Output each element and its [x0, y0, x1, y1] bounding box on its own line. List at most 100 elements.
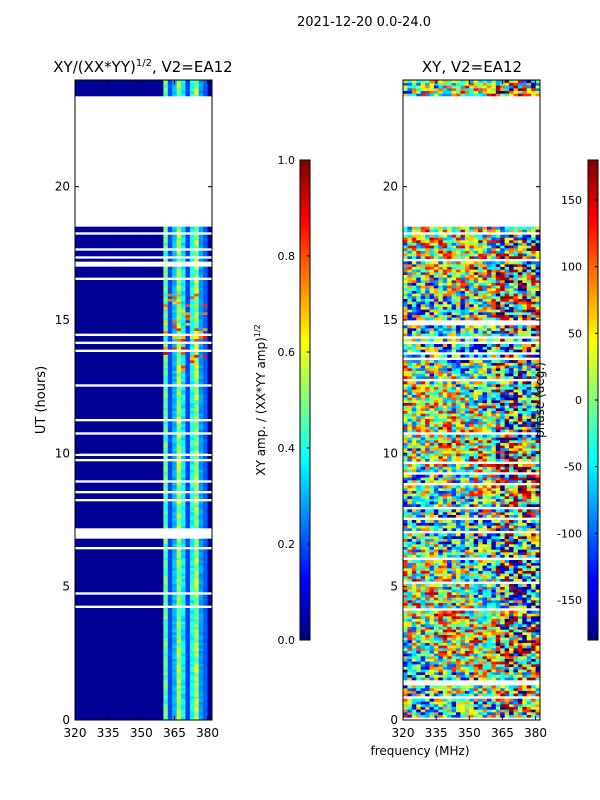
heatmap-cell [198, 229, 204, 233]
heatmap-cell [105, 365, 111, 369]
heatmap-cell [150, 322, 155, 326]
heatmap-cell [198, 549, 204, 553]
heatmap-cell [203, 365, 208, 369]
heatmap-cell [176, 464, 182, 467]
heatmap-cell [79, 584, 85, 587]
heatmap-cell [105, 360, 111, 363]
heatmap-cell [101, 253, 107, 257]
heatmap-cell [114, 245, 120, 249]
heatmap-cell [185, 666, 191, 670]
heatmap-cell [176, 541, 182, 545]
heatmap-cell [154, 637, 160, 641]
heatmap-cell [101, 373, 107, 377]
heatmap-cell [79, 690, 85, 694]
heatmap-cell [207, 400, 213, 403]
heatmap-cell [194, 573, 200, 577]
heatmap-cell [181, 269, 186, 273]
heatmap-cell [154, 696, 160, 699]
heatmap-cell [194, 269, 200, 273]
heatmap-cell [101, 378, 107, 382]
heatmap-cell [154, 309, 160, 313]
heatmap-cell [158, 714, 164, 718]
heatmap-cell [163, 632, 169, 635]
heatmap-cell [141, 336, 147, 339]
heatmap-cell [158, 306, 164, 310]
heatmap-cell [163, 309, 169, 313]
heatmap-cell [123, 290, 129, 294]
heatmap-cell [194, 685, 200, 689]
heatmap-cell [189, 565, 195, 569]
heatmap-cell [198, 712, 204, 715]
heatmap-cell [132, 312, 138, 315]
heatmap-cell [185, 640, 191, 643]
heatmap-cell [101, 362, 107, 366]
heatmap-cell [181, 709, 186, 713]
heatmap-cell [158, 301, 164, 305]
heatmap-cell [123, 352, 129, 355]
heatmap-cell [176, 554, 182, 558]
heatmap-cell [198, 589, 204, 593]
heatmap-cell [141, 554, 147, 558]
heatmap-cell [194, 544, 200, 547]
heatmap-cell [97, 242, 102, 246]
heatmap-cell [198, 706, 204, 710]
heatmap-cell [176, 677, 182, 681]
heatmap-cell [123, 608, 129, 611]
heatmap-cell [189, 714, 195, 718]
heatmap-cell [158, 296, 164, 299]
heatmap-cell [207, 573, 213, 577]
heatmap-cell [163, 696, 169, 699]
heatmap-cell [128, 650, 133, 654]
heatmap-cell [83, 389, 89, 393]
heatmap-cell [97, 648, 102, 651]
heatmap-cell [181, 336, 186, 339]
heatmap-cell [158, 378, 164, 382]
heatmap-cell [79, 290, 85, 294]
heatmap-cell [163, 485, 169, 489]
heatmap-cell [119, 336, 125, 339]
heatmap-cell [136, 464, 142, 467]
heatmap-cell [136, 589, 142, 593]
heatmap-cell [194, 682, 200, 686]
heatmap-cell [203, 688, 208, 691]
heatmap-cell [167, 250, 173, 254]
heatmap-cell [150, 234, 155, 238]
heatmap-cell [123, 520, 129, 523]
heatmap-cell [207, 589, 213, 593]
heatmap-cell [158, 504, 164, 507]
heatmap-cell [163, 640, 169, 643]
heatmap-cell [181, 650, 186, 654]
heatmap-cell [172, 512, 178, 515]
heatmap-cell [150, 554, 155, 558]
heatmap-cell [172, 424, 178, 427]
heatmap-cell [83, 234, 89, 238]
heatmap-cell [194, 258, 200, 262]
heatmap-cell [110, 640, 116, 643]
heatmap-cell [181, 653, 186, 657]
heatmap-cell [158, 581, 164, 585]
heatmap-cell [167, 698, 173, 702]
heatmap-cell [203, 298, 208, 302]
heatmap-cell [158, 656, 164, 659]
heatmap-cell [88, 714, 94, 718]
heatmap-cell [83, 688, 89, 691]
heatmap-cell [207, 282, 213, 286]
heatmap-cell [185, 445, 191, 449]
heatmap-cell [185, 354, 191, 358]
heatmap-cell [105, 512, 111, 515]
heatmap-cell [110, 322, 116, 326]
heatmap-cell [203, 485, 208, 489]
heatmap-cell [79, 472, 85, 475]
heatmap-cell [114, 314, 120, 318]
heatmap-cell [189, 677, 195, 681]
heatmap-cell [79, 488, 85, 491]
heatmap-cell [189, 336, 195, 339]
heatmap-cell [88, 661, 94, 665]
heatmap-cell [194, 704, 200, 707]
heatmap-cell [136, 701, 142, 705]
heatmap-cell [194, 301, 200, 305]
heatmap-cell [150, 448, 155, 451]
heatmap-cell [181, 301, 186, 305]
heatmap-cell [83, 650, 89, 654]
heatmap-cell [141, 690, 147, 694]
